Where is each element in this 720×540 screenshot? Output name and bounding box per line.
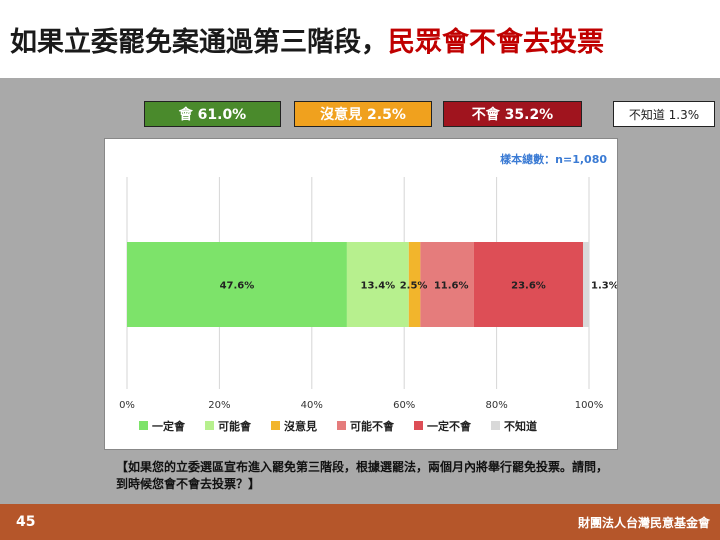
stacked-bar-chart: 47.6% 13.4% 2.5% 11.6% 23.6% 1.3% 0% 20% 40% 60%… xyxy=(119,177,617,433)
bar-segment xyxy=(420,242,474,327)
page-title: 如果立委罷免案通過第三階段，民眾會不會去投票 xyxy=(10,20,604,59)
bar-data-label: 1.3% xyxy=(591,281,617,292)
chart-container: 樣本總數：n=1,080 47.6% 13.4% 2.5% 11.6% 23.6% 1.3… xyxy=(104,138,618,450)
bar-data-label: 13.4% xyxy=(361,281,396,292)
x-tick-label: 20% xyxy=(208,400,230,411)
bar-segment xyxy=(408,242,421,327)
legend-label: 一定會 xyxy=(152,419,186,433)
x-tick-label: 80% xyxy=(485,400,507,411)
x-axis-ticks: 0% 20% 40% 60% 80% 100% xyxy=(119,400,603,411)
legend-swatch xyxy=(414,421,423,430)
summary-neutral-badge: 沒意見 2.5% xyxy=(294,101,432,127)
legend-label: 可能不會 xyxy=(350,419,395,433)
legend-label: 不知道 xyxy=(504,419,537,433)
bar-data-label: 11.6% xyxy=(434,281,469,292)
legend-label: 可能會 xyxy=(218,419,252,433)
bar-data-label: 23.6% xyxy=(511,281,546,292)
organization-name: 財團法人台灣民意基金會 xyxy=(577,516,710,530)
page-number: 45 xyxy=(16,514,36,530)
question-text: 【如果您的立委選區宣布進入罷免第三階段，根據選罷法，兩個月內將舉行罷免投票。請問… xyxy=(116,460,609,491)
title-part-1: 如果立委罷免案通過第三階段， xyxy=(10,27,388,58)
bar-segment xyxy=(473,242,583,327)
footer: 45 財團法人台灣民意基金會 xyxy=(0,504,720,540)
x-tick-label: 0% xyxy=(119,400,135,411)
legend-swatch xyxy=(139,421,148,430)
legend-swatch xyxy=(271,421,280,430)
bar-segments xyxy=(127,242,589,327)
x-tick-label: 40% xyxy=(301,400,323,411)
legend-label: 沒意見 xyxy=(284,419,317,433)
bar-data-label: 47.6% xyxy=(220,281,255,292)
bar-segment xyxy=(127,242,347,327)
sample-size-label: 樣本總數：n=1,080 xyxy=(500,153,607,166)
summary-yes-badge: 會 61.0% xyxy=(144,101,281,127)
x-tick-label: 60% xyxy=(393,400,415,411)
title-bar: 如果立委罷免案通過第三階段，民眾會不會去投票 xyxy=(0,0,720,78)
bar-data-label: 2.5% xyxy=(400,281,428,292)
summary-no-badge: 不會 35.2% xyxy=(443,101,582,127)
title-part-2: 民眾會不會去投票 xyxy=(388,27,604,58)
bar-segment xyxy=(582,242,589,327)
x-tick-label: 100% xyxy=(575,400,604,411)
legend-swatch xyxy=(205,421,214,430)
legend-swatch xyxy=(337,421,346,430)
bar-data-labels: 47.6% 13.4% 2.5% 11.6% 23.6% 1.3% xyxy=(220,281,617,292)
bar-segment xyxy=(346,242,409,327)
legend-swatch xyxy=(491,421,500,430)
summary-dont-know-badge: 不知道 1.3% xyxy=(613,101,715,127)
legend: 一定會 可能會 沒意見 可能不會 一定不會 不知道 xyxy=(139,419,537,433)
legend-label: 一定不會 xyxy=(427,419,472,433)
